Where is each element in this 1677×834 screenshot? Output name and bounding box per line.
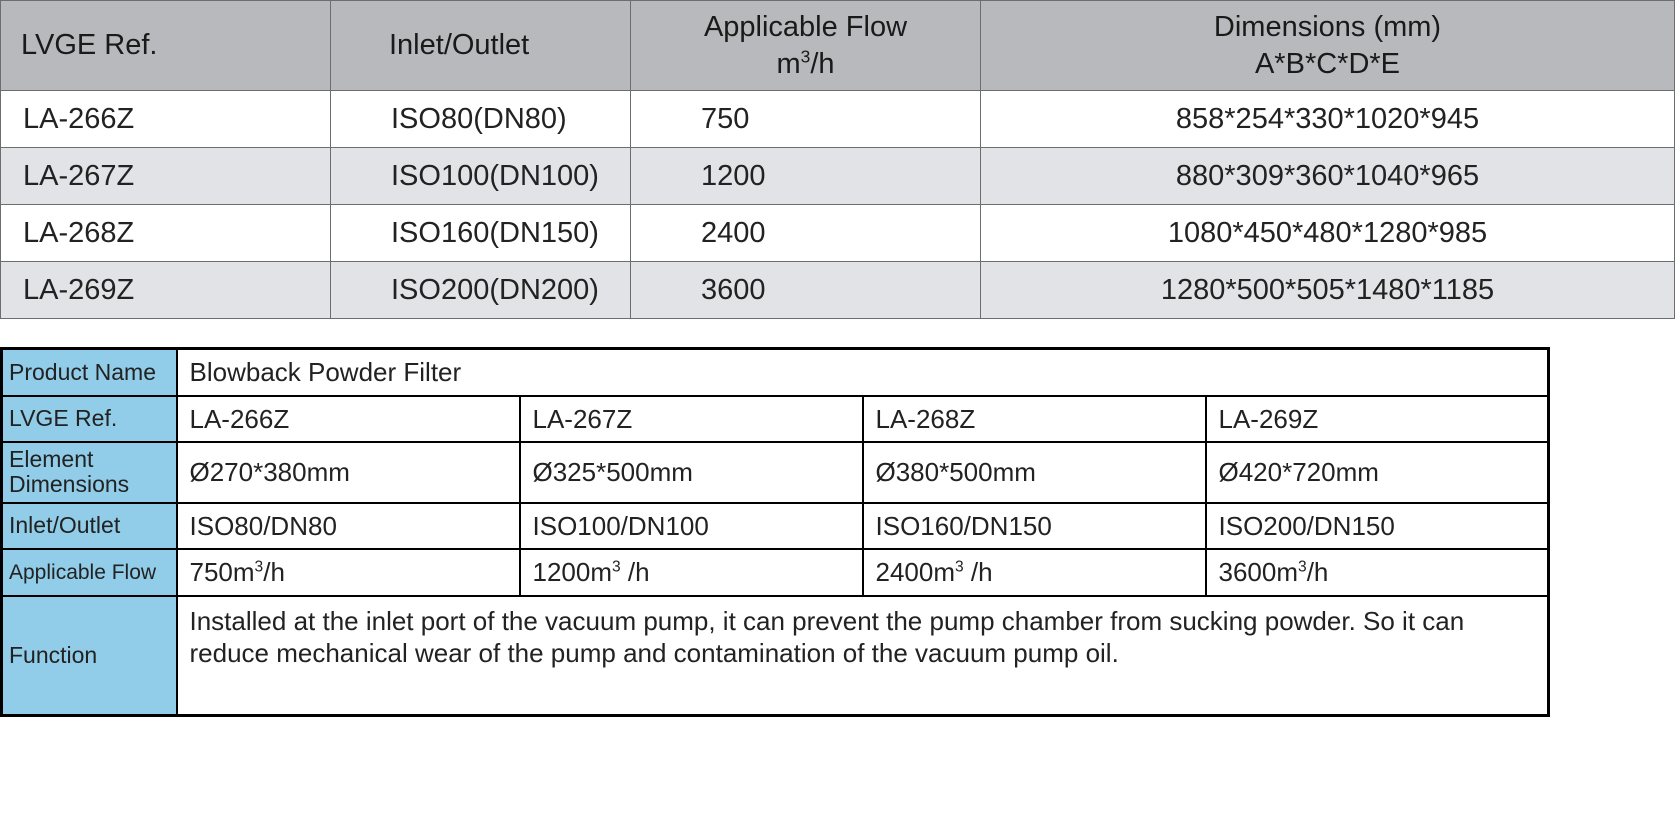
label-inlet: Inlet/Outlet	[2, 503, 177, 550]
cell-ref: LA-267Z	[1, 148, 331, 205]
cell-inlet: ISO100(DN100)	[331, 148, 631, 205]
cell-elem: Ø420*720mm	[1206, 442, 1549, 503]
label-function: Function	[2, 596, 177, 716]
cell-ref: LA-267Z	[520, 396, 863, 443]
cell-dims: 880*309*360*1040*965	[981, 148, 1675, 205]
label-product-name: Product Name	[2, 349, 177, 396]
cell-inlet: ISO80(DN80)	[331, 91, 631, 148]
cell-elem: Ø270*380mm	[177, 442, 520, 503]
row-ref: LVGE Ref. LA-266Z LA-267Z LA-268Z LA-269…	[2, 396, 1549, 443]
cell-flow: 750	[631, 91, 981, 148]
th-flow-label: Applicable Flow	[704, 11, 907, 43]
cell-inlet: ISO200(DN200)	[331, 262, 631, 319]
label-ref: LVGE Ref.	[2, 396, 177, 443]
cell-ref: LA-266Z	[1, 91, 331, 148]
spacer	[0, 319, 1677, 347]
cell-ref: LA-268Z	[863, 396, 1206, 443]
cell-dims: 858*254*330*1020*945	[981, 91, 1675, 148]
cell-dims: 1080*450*480*1280*985	[981, 205, 1675, 262]
table-row: LA-268Z ISO160(DN150) 2400 1080*450*480*…	[1, 205, 1675, 262]
cell-inlet: ISO200/DN150	[1206, 503, 1549, 550]
cell-inlet: ISO100/DN100	[520, 503, 863, 550]
table-row: LA-269Z ISO200(DN200) 3600 1280*500*505*…	[1, 262, 1675, 319]
row-inlet: Inlet/Outlet ISO80/DN80 ISO100/DN100 ISO…	[2, 503, 1549, 550]
th-ref: LVGE Ref.	[1, 1, 331, 91]
label-flow: Applicable Flow	[2, 549, 177, 596]
cell-flow: 1200m3 /h	[520, 549, 863, 596]
row-product-name: Product Name Blowback Powder Filter	[2, 349, 1549, 396]
cell-elem: Ø325*500mm	[520, 442, 863, 503]
cell-inlet: ISO160(DN150)	[331, 205, 631, 262]
cell-elem: Ø380*500mm	[863, 442, 1206, 503]
row-function: Function Installed at the inlet port of …	[2, 596, 1549, 716]
label-elem-dims: Element Dimensions	[2, 442, 177, 503]
cell-product-name: Blowback Powder Filter	[177, 349, 1549, 396]
spec-table-2: Product Name Blowback Powder Filter LVGE…	[0, 347, 1550, 717]
cell-flow: 3600m3/h	[1206, 549, 1549, 596]
cell-ref: LA-268Z	[1, 205, 331, 262]
cell-ref: LA-266Z	[177, 396, 520, 443]
th-flow-unit: m3/h	[776, 48, 834, 80]
table-row: LA-267Z ISO100(DN100) 1200 880*309*360*1…	[1, 148, 1675, 205]
cell-flow: 2400	[631, 205, 981, 262]
th-dims: Dimensions (mm) A*B*C*D*E	[981, 1, 1675, 91]
cell-ref: LA-269Z	[1206, 396, 1549, 443]
th-dim-sub: A*B*C*D*E	[1255, 48, 1400, 80]
cell-inlet: ISO160/DN150	[863, 503, 1206, 550]
th-flow: Applicable Flow m3/h	[631, 1, 981, 91]
row-element-dims: Element Dimensions Ø270*380mm Ø325*500mm…	[2, 442, 1549, 503]
th-inlet: Inlet/Outlet	[331, 1, 631, 91]
row-flow: Applicable Flow 750m3/h 1200m3 /h 2400m3…	[2, 549, 1549, 596]
table-row: LA-266Z ISO80(DN80) 750 858*254*330*1020…	[1, 91, 1675, 148]
cell-inlet: ISO80/DN80	[177, 503, 520, 550]
cell-flow: 3600	[631, 262, 981, 319]
cell-dims: 1280*500*505*1480*1185	[981, 262, 1675, 319]
cell-ref: LA-269Z	[1, 262, 331, 319]
cell-function: Installed at the inlet port of the vacuu…	[177, 596, 1549, 716]
spec-table-1: LVGE Ref. Inlet/Outlet Applicable Flow m…	[0, 0, 1675, 319]
table1-header-row: LVGE Ref. Inlet/Outlet Applicable Flow m…	[1, 1, 1675, 91]
th-dim-label: Dimensions (mm)	[1214, 11, 1441, 43]
cell-flow: 2400m3 /h	[863, 549, 1206, 596]
cell-flow: 1200	[631, 148, 981, 205]
cell-flow: 750m3/h	[177, 549, 520, 596]
